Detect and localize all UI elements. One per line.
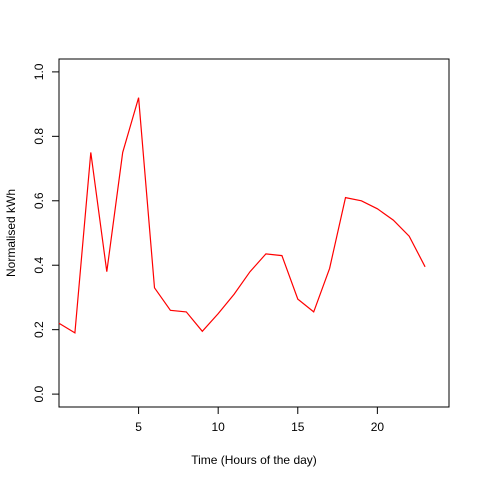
y-tick-label: 0.2 xyxy=(32,321,46,338)
y-tick-label: 0.0 xyxy=(32,385,46,402)
y-tick-label: 0.8 xyxy=(32,128,46,145)
x-tick-label: 20 xyxy=(371,420,385,434)
y-tick-label: 0.4 xyxy=(32,257,46,274)
x-axis: 5 10 15 20 xyxy=(135,407,384,434)
series-layer xyxy=(58,97,426,334)
plot-frame xyxy=(58,58,450,408)
x-tick-label: 5 xyxy=(135,420,142,434)
y-tick-label: 1.0 xyxy=(32,63,46,80)
x-axis-label: Time (Hours of the day) xyxy=(191,453,317,467)
y-axis-label: Normalised kWh xyxy=(4,189,18,277)
y-tick-label: 0.6 xyxy=(32,192,46,209)
x-tick-label: 10 xyxy=(212,420,226,434)
y-axis: 0.0 0.2 0.4 0.6 0.8 1.0 xyxy=(32,63,59,402)
x-tick-label: 15 xyxy=(291,420,305,434)
series-line xyxy=(58,97,426,334)
